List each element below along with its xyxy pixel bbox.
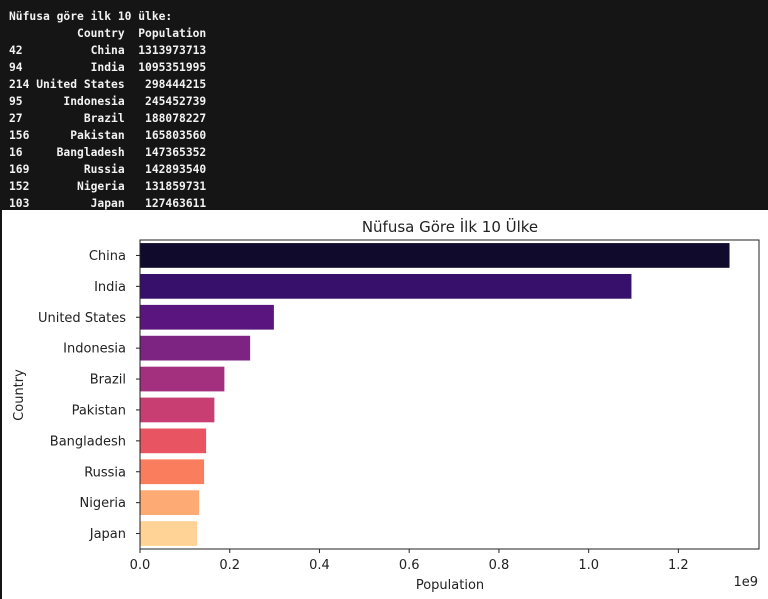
y-tick-label: Indonesia — [63, 342, 126, 357]
x-ticks: 0.0 0.2 0.4 0.6 0.8 1.0 1.2 — [130, 549, 689, 573]
y-tick-label: Nigeria — [79, 496, 126, 511]
x-tick-label: 0.2 — [219, 558, 240, 573]
chart-title: Nüfusa Göre İlk 10 Ülke — [362, 217, 538, 236]
bar-united-states — [140, 305, 274, 330]
y-ticks: China India United States Indonesia Brazil Pa… — [38, 249, 140, 542]
y-tick-label: India — [94, 280, 126, 295]
y-tick-label: Brazil — [90, 373, 126, 388]
x-tick-label: 0.6 — [399, 558, 420, 573]
bar-russia — [140, 459, 204, 484]
y-tick-label: United States — [38, 311, 126, 326]
bar-china — [140, 243, 730, 268]
bar-nigeria — [140, 490, 199, 515]
x-tick-label: 0.4 — [309, 558, 330, 573]
bar-brazil — [140, 367, 224, 392]
x-axis-label: Population — [416, 578, 484, 593]
y-axis-label: Country — [12, 369, 27, 421]
y-tick-label: China — [89, 249, 126, 264]
x-tick-label: 0.0 — [130, 558, 151, 573]
y-tick-label: Pakistan — [72, 403, 126, 418]
bar-india — [140, 274, 631, 299]
x-tick-label: 0.8 — [489, 558, 510, 573]
x-tick-label: 1.2 — [668, 558, 689, 573]
x-offset-label: 1e9 — [733, 575, 758, 590]
bar-pakistan — [140, 398, 214, 423]
bar-japan — [140, 521, 197, 546]
y-tick-label: Japan — [89, 527, 126, 542]
bars-group — [140, 243, 730, 546]
bar-indonesia — [140, 336, 250, 361]
y-tick-label: Russia — [84, 465, 126, 480]
bar-bangladesh — [140, 428, 206, 453]
y-tick-label: Bangladesh — [50, 434, 126, 449]
x-tick-label: 1.0 — [578, 558, 599, 573]
